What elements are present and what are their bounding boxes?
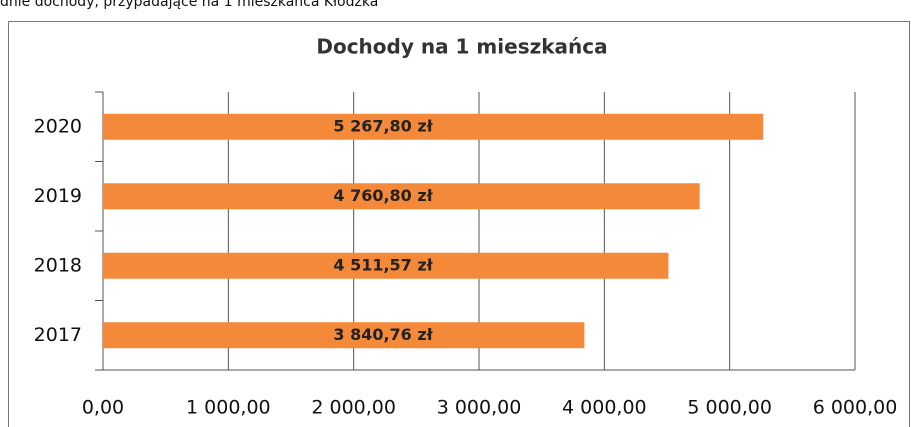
x-tick-label: 2 000,00 [311, 397, 396, 419]
y-tick-label: 2018 [34, 254, 82, 276]
y-tick-label: 2020 [34, 115, 82, 137]
caption: dnie dochody, przypadające na 1 mieszkań… [0, 0, 378, 10]
y-tick-label: 2019 [34, 185, 82, 207]
x-tick-label: 3 000,00 [437, 397, 522, 419]
value-label: 5 267,80 zł [333, 116, 433, 135]
value-label: 4 760,80 zł [333, 186, 433, 205]
chart-title: Dochody na 1 mieszkańca [316, 35, 607, 59]
value-label: 3 840,76 zł [333, 325, 433, 344]
value-label: 4 511,57 zł [333, 255, 433, 274]
y-tick-label: 2017 [34, 324, 82, 346]
bar [103, 183, 700, 210]
x-tick-label: 6 000,00 [813, 397, 898, 419]
x-tick-label: 5 000,00 [687, 397, 772, 419]
x-tick-label: 0,00 [82, 397, 124, 419]
bar [103, 252, 669, 279]
x-tick-label: 1 000,00 [186, 397, 271, 419]
x-tick-label: 4 000,00 [562, 397, 647, 419]
bar [103, 322, 585, 349]
bar [103, 113, 764, 140]
chart-frame [8, 21, 910, 427]
